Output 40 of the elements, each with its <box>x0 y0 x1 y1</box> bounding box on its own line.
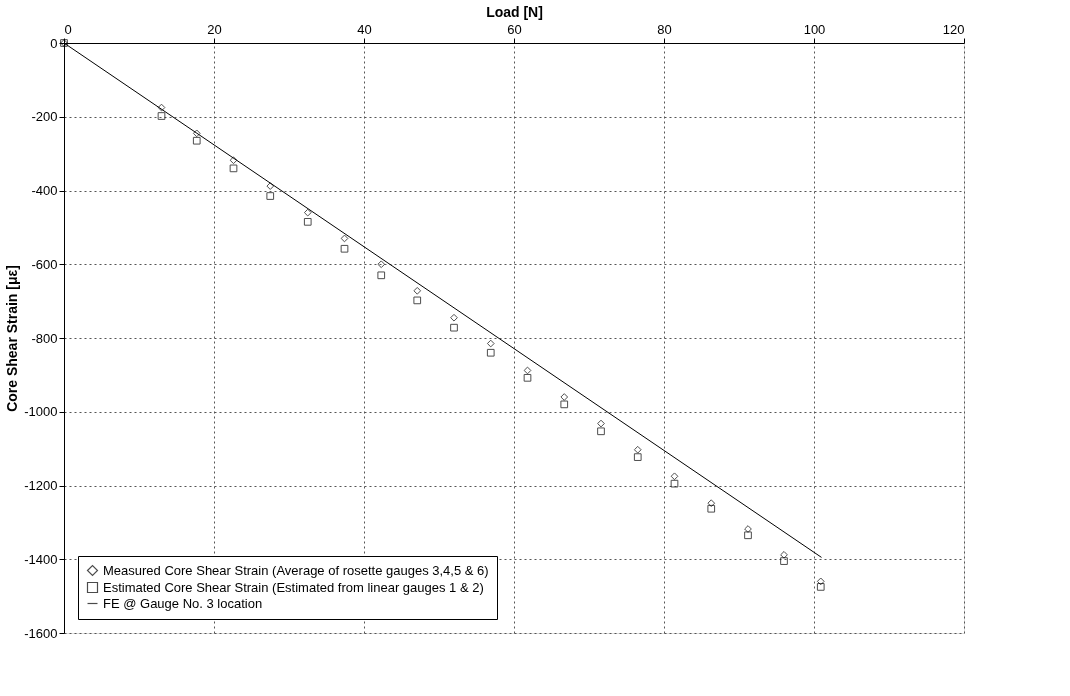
point <box>303 217 312 226</box>
point <box>597 427 605 436</box>
y-tick-label: -800 <box>31 330 58 346</box>
point <box>157 112 166 120</box>
legend-label: FE @ Gauge No. 3 location <box>103 595 263 611</box>
point <box>486 348 495 357</box>
point <box>377 271 386 280</box>
point <box>633 453 642 461</box>
x-tick-label: 60 <box>507 21 522 37</box>
y-tick-label: -600 <box>31 256 58 272</box>
y-tick-label: -400 <box>31 183 58 198</box>
point <box>816 583 825 591</box>
legend-label: Estimated Core Shear Strain (Estimated from linear gauges 1 & 2) <box>103 579 484 595</box>
point <box>340 244 349 253</box>
x-tick-label: 100 <box>803 21 826 37</box>
x-axis-title: Load [N] <box>486 3 543 20</box>
x-tick-label: 20 <box>207 21 222 37</box>
legend-label: Measured Core Shear Strain (Average of rosette gauges 3,4,5 & 6) <box>103 562 489 578</box>
point <box>192 136 201 145</box>
y-axis-title: Core Shear Strain [με] <box>4 265 21 412</box>
x-tick-label: 120 <box>942 21 965 37</box>
y-tick-label: -1400 <box>24 551 58 567</box>
point <box>670 479 679 488</box>
x-tick-label: 0 <box>64 21 72 37</box>
point <box>560 400 569 409</box>
y-tick-label: 0 <box>50 35 58 51</box>
point <box>450 323 458 332</box>
y-tick-label: -200 <box>31 109 58 125</box>
point <box>780 557 788 565</box>
point <box>744 531 752 540</box>
point <box>523 373 532 382</box>
y-tick-label: -1000 <box>24 404 58 420</box>
point <box>229 164 238 173</box>
point <box>266 192 275 200</box>
x-tick-label: 40 <box>357 21 372 37</box>
point <box>413 296 422 305</box>
point <box>707 504 716 513</box>
y-tick-label: -1200 <box>24 478 58 493</box>
y-tick-label: -1600 <box>24 625 58 641</box>
x-tick-label: 80 <box>657 21 672 37</box>
